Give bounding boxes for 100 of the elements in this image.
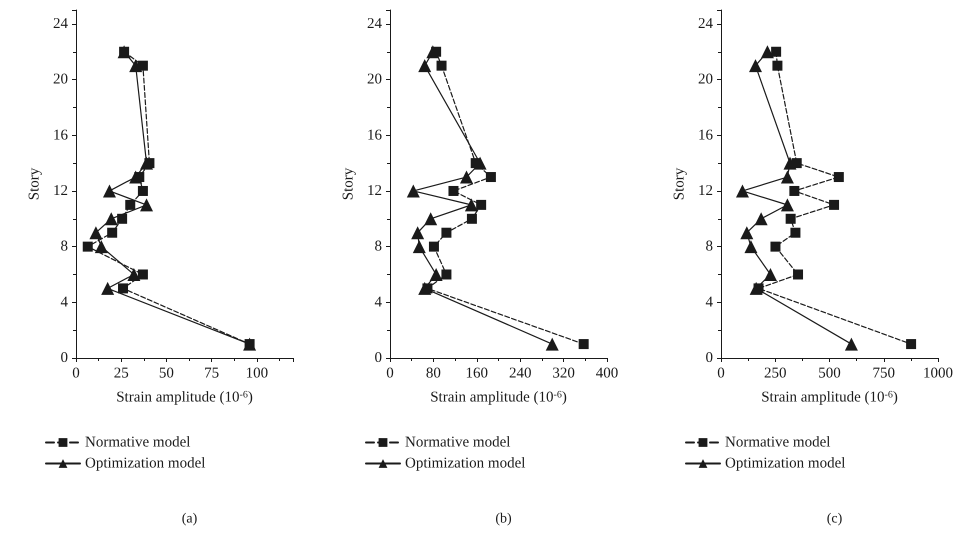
y-axis-title: Story	[340, 167, 357, 200]
point	[771, 46, 782, 57]
point	[117, 214, 128, 224]
y-tick-label: 0	[374, 350, 382, 366]
x-tick-label: 0	[386, 366, 394, 382]
x-tick-label: 250	[764, 366, 786, 382]
x-tick-label: 240	[508, 366, 532, 382]
y-tick-label: 12	[367, 182, 382, 199]
point	[129, 170, 142, 184]
point	[764, 268, 777, 281]
point	[89, 226, 102, 240]
point	[749, 59, 762, 72]
point	[546, 338, 559, 351]
point	[127, 268, 140, 281]
point	[436, 60, 447, 71]
point	[104, 212, 118, 226]
point	[780, 198, 794, 212]
y-tick-label: 0	[706, 350, 713, 366]
point	[844, 338, 858, 351]
point	[418, 282, 432, 295]
y-tick-label: 16	[53, 127, 68, 144]
x-tick-label: 0	[717, 366, 725, 382]
y-tick-label: 4	[60, 294, 68, 310]
y-tick-label: 8	[706, 238, 713, 255]
x-tick-label: 80	[426, 366, 441, 382]
point	[790, 228, 800, 238]
point	[486, 172, 496, 182]
point	[140, 198, 154, 212]
point	[834, 172, 844, 182]
text: (b)	[495, 512, 512, 526]
y-tick-label: 12	[698, 182, 713, 199]
text: (c)	[826, 512, 843, 526]
point	[138, 186, 148, 196]
point	[94, 240, 108, 254]
point	[793, 269, 804, 280]
x-tick-label: 0	[72, 366, 80, 382]
point	[829, 200, 840, 210]
point	[744, 240, 758, 254]
point	[102, 184, 116, 198]
point	[736, 184, 749, 198]
point	[464, 198, 478, 212]
point	[476, 200, 486, 210]
point	[772, 60, 782, 71]
y-tick-label: 8	[60, 238, 68, 255]
point	[107, 228, 118, 238]
y-tick-label: 16	[698, 127, 714, 144]
point	[424, 212, 438, 226]
point	[140, 156, 154, 170]
x-tick-label: 25	[114, 366, 129, 382]
point	[780, 170, 794, 184]
legend-label: Optimization model	[405, 456, 526, 472]
legend-label: Optimization model	[725, 456, 846, 472]
point	[474, 156, 487, 170]
point	[906, 339, 916, 350]
point	[428, 242, 439, 252]
point	[129, 59, 142, 72]
y-tick-label: 8	[374, 238, 382, 255]
x-tick-label: 750	[872, 366, 895, 382]
x-tick-label: 160	[466, 366, 488, 382]
y-tick-label: 4	[706, 294, 714, 310]
point	[448, 186, 458, 196]
point	[118, 283, 128, 294]
point	[101, 282, 114, 295]
point	[418, 59, 432, 72]
point	[784, 156, 797, 170]
point	[441, 228, 452, 238]
y-tick-label: 20	[53, 72, 68, 88]
point	[578, 339, 589, 350]
y-tick-label: 0	[60, 350, 68, 366]
point	[754, 212, 768, 226]
point	[426, 45, 440, 58]
legend-label: Normative model	[725, 434, 830, 450]
point	[406, 184, 420, 198]
x-tick-label: 500	[818, 366, 841, 382]
y-axis-title: Story	[26, 167, 43, 200]
legend-label: Optimization model	[85, 456, 206, 472]
y-axis-title: Story	[672, 167, 688, 200]
y-tick-label: 12	[53, 182, 68, 199]
point	[750, 282, 763, 295]
point	[466, 214, 477, 224]
point	[740, 226, 754, 240]
y-tick-label: 24	[367, 16, 382, 32]
point	[412, 240, 426, 254]
point	[770, 242, 780, 252]
y-tick-label: 20	[367, 72, 382, 88]
x-tick-label: 75	[204, 366, 220, 382]
legend-label: Normative model	[85, 434, 190, 450]
y-tick-label: 24	[53, 16, 68, 32]
point	[138, 269, 148, 280]
point	[441, 269, 452, 280]
point	[460, 170, 473, 184]
x-tick-label: 400	[596, 366, 618, 382]
point	[786, 214, 796, 224]
legend-label: Normative model	[405, 434, 510, 450]
x-tick-label: 50	[158, 366, 174, 382]
text: (a)	[182, 512, 198, 526]
x-tick-label: 1000	[923, 366, 953, 382]
y-tick-label: 24	[698, 16, 714, 32]
point	[760, 45, 774, 58]
x-tick-label: 100	[246, 366, 268, 382]
